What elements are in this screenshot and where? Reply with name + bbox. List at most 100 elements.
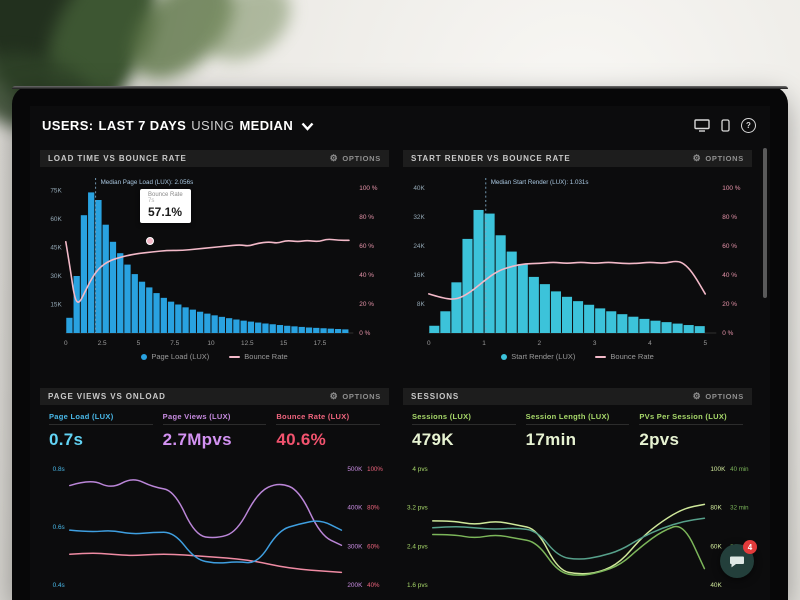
gear-icon: ⚙ <box>329 153 339 163</box>
svg-text:40K: 40K <box>413 185 425 192</box>
svg-text:17.5: 17.5 <box>314 340 327 347</box>
svg-text:0: 0 <box>64 340 68 347</box>
panels-grid: LOAD TIME VS BOUNCE RATE ⚙ OPTIONS 75K 60… <box>40 150 752 600</box>
svg-text:45K: 45K <box>50 244 62 251</box>
svg-text:8K: 8K <box>417 301 426 308</box>
svg-text:10: 10 <box>207 340 215 347</box>
options-label: OPTIONS <box>342 392 381 401</box>
svg-text:0 %: 0 % <box>722 330 733 337</box>
gear-icon: ⚙ <box>692 153 702 163</box>
panel-page-views-vs-onload: PAGE VIEWS VS ONLOAD ⚙ OPTIONS Page Load… <box>40 388 389 600</box>
svg-text:5: 5 <box>137 340 141 347</box>
svg-text:0.4s: 0.4s <box>53 582 65 589</box>
legend-item: Start Render (LUX) <box>501 352 575 361</box>
desktop-icon[interactable] <box>694 119 710 132</box>
svg-text:15K: 15K <box>50 301 62 308</box>
svg-text:40K: 40K <box>710 582 722 589</box>
svg-text:1: 1 <box>482 340 486 347</box>
options-label: OPTIONS <box>705 392 744 401</box>
svg-text:40 %: 40 % <box>722 272 737 279</box>
tooltip-marker-dot <box>146 237 154 245</box>
load-time-chart: 75K 60K 45K 30K 15K 100 % 80 % 60 % 40 % 20 % 0 % 0… <box>50 178 378 347</box>
metric-sessions: Sessions (LUX) 479K <box>407 412 521 450</box>
panel-title: SESSIONS <box>411 392 460 401</box>
svg-text:100 %: 100 % <box>722 185 741 192</box>
mobile-icon[interactable] <box>721 119 730 132</box>
series-dot-icon <box>501 353 508 360</box>
svg-text:12.5: 12.5 <box>241 340 254 347</box>
svg-text:60 %: 60 % <box>722 243 737 250</box>
help-icon[interactable]: ? <box>741 118 756 133</box>
options-label: OPTIONS <box>342 154 381 163</box>
load-time-chart-area: 75K 60K 45K 30K 15K 100 % 80 % 60 % 40 % 20 % 0 % 0… <box>40 167 389 349</box>
svg-text:Median Start Render (LUX): 1.0: Median Start Render (LUX): 1.031s <box>491 179 589 186</box>
svg-text:100K: 100K <box>710 466 726 473</box>
svg-text:75K: 75K <box>50 187 62 194</box>
dashboard-screen: USERS: LAST 7 DAYS USING MEDIAN ? <box>30 106 770 600</box>
svg-text:32 min: 32 min <box>730 505 749 512</box>
legend-item: Page Load (LUX) <box>141 352 209 361</box>
options-button-load-time[interactable]: ⚙ OPTIONS <box>329 153 381 164</box>
svg-text:300K: 300K <box>347 543 363 550</box>
series-line-icon <box>595 355 607 358</box>
svg-text:32K: 32K <box>413 214 425 221</box>
svg-text:80%: 80% <box>367 505 380 512</box>
chat-button[interactable]: 4 <box>720 540 757 578</box>
page-views-chart-area: 0.8s 0.6s 0.4s 500K 100% 400K 80% 300K 60% 200K 40… <box>40 453 389 600</box>
chart-tooltip: Bounce Rate 7s 57.1% <box>140 189 191 223</box>
title-users: USERS: <box>42 118 94 133</box>
svg-text:30K: 30K <box>50 273 62 280</box>
title-using: USING <box>191 118 235 133</box>
metric-bounce-rate: Bounce Rate (LUX) 40.6% <box>271 412 385 450</box>
svg-text:80 %: 80 % <box>722 214 737 221</box>
notification-badge: 4 <box>743 540 757 554</box>
svg-text:3: 3 <box>593 340 597 347</box>
svg-text:20 %: 20 % <box>722 301 737 308</box>
svg-text:200K: 200K <box>347 582 363 589</box>
gear-icon: ⚙ <box>329 391 339 401</box>
svg-text:80 %: 80 % <box>359 214 374 221</box>
svg-text:60K: 60K <box>710 543 722 550</box>
svg-text:24K: 24K <box>413 243 425 250</box>
metric-page-load: Page Load (LUX) 0.7s <box>44 412 158 450</box>
svg-text:0.6s: 0.6s <box>53 524 65 531</box>
panel-header: SESSIONS ⚙ OPTIONS <box>403 388 752 405</box>
panel-sessions: SESSIONS ⚙ OPTIONS Sessions (LUX) 479K S… <box>403 388 752 600</box>
panel-title: PAGE VIEWS VS ONLOAD <box>48 392 166 401</box>
svg-text:60 %: 60 % <box>359 243 374 250</box>
metric-pvs-per-session: PVs Per Session (LUX) 2pvs <box>634 412 748 450</box>
laptop: USERS: LAST 7 DAYS USING MEDIAN ? <box>12 86 788 600</box>
legend: Start Render (LUX) Bounce Rate <box>403 349 752 366</box>
svg-text:7.5: 7.5 <box>170 340 179 347</box>
svg-text:Median Page Load (LUX): 2.056s: Median Page Load (LUX): 2.056s <box>101 179 194 186</box>
sessions-chart: 4 pvs 3.2 pvs 2.4 pvs 1.6 pvs 100K 40 min 80K 3… <box>407 466 749 589</box>
gear-icon: ⚙ <box>692 391 702 401</box>
page-views-chart: 0.8s 0.6s 0.4s 500K 100% 400K 80% 300K 60% 200K 40… <box>53 466 384 589</box>
title-range: LAST 7 DAYS <box>98 118 187 133</box>
scrollbar[interactable] <box>763 148 767 298</box>
svg-text:500K: 500K <box>347 466 363 473</box>
chevron-down-icon <box>301 122 314 131</box>
dashboard-header: USERS: LAST 7 DAYS USING MEDIAN ? <box>30 106 770 139</box>
panel-title: START RENDER VS BOUNCE RATE <box>411 154 571 163</box>
svg-text:60K: 60K <box>50 216 62 223</box>
metrics-row: Sessions (LUX) 479K Session Length (LUX)… <box>403 405 752 453</box>
svg-text:4 pvs: 4 pvs <box>412 466 427 473</box>
svg-text:16K: 16K <box>413 272 425 279</box>
options-button-page-views[interactable]: ⚙ OPTIONS <box>329 391 381 402</box>
options-button-start-render[interactable]: ⚙ OPTIONS <box>692 153 744 164</box>
panel-header: PAGE VIEWS VS ONLOAD ⚙ OPTIONS <box>40 388 389 405</box>
chat-icon <box>730 556 744 567</box>
svg-text:5: 5 <box>703 340 707 347</box>
options-label: OPTIONS <box>705 154 744 163</box>
panel-load-time-vs-bounce: LOAD TIME VS BOUNCE RATE ⚙ OPTIONS 75K 60… <box>40 150 389 372</box>
svg-text:40 %: 40 % <box>359 272 374 279</box>
options-button-sessions[interactable]: ⚙ OPTIONS <box>692 391 744 402</box>
title-metric: MEDIAN <box>239 118 294 133</box>
users-range-dropdown[interactable]: USERS: LAST 7 DAYS USING MEDIAN <box>42 118 314 133</box>
svg-text:15: 15 <box>280 340 288 347</box>
svg-text:60%: 60% <box>367 543 380 550</box>
svg-text:40%: 40% <box>367 582 380 589</box>
svg-text:0: 0 <box>427 340 431 347</box>
series-line-icon <box>229 355 241 358</box>
